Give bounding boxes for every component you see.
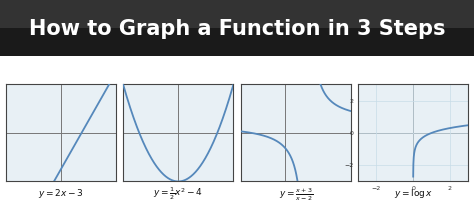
Text: Quadratic: Quadratic <box>151 66 205 76</box>
Bar <box>0 0 474 28</box>
Text: How to Graph a Function in 3 Steps: How to Graph a Function in 3 Steps <box>29 19 445 39</box>
Text: $y = 2x - 3$: $y = 2x - 3$ <box>38 187 84 200</box>
Text: Rational: Rational <box>273 66 319 76</box>
Text: Linear: Linear <box>44 66 78 76</box>
Text: $y = \frac{1}{2}x^2 - 4$: $y = \frac{1}{2}x^2 - 4$ <box>153 185 203 202</box>
Text: $y = \log x$: $y = \log x$ <box>393 187 433 200</box>
Text: $y = \frac{x+3}{x-2}$: $y = \frac{x+3}{x-2}$ <box>279 187 313 203</box>
Text: Logarithmic: Logarithmic <box>380 66 446 76</box>
